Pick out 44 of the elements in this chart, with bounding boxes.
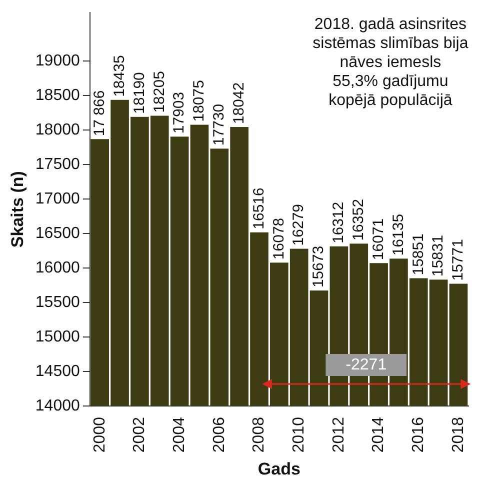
data-label: 17 866 bbox=[90, 90, 108, 136]
x-tick-label: 2002 bbox=[131, 416, 148, 453]
data-label: 16279 bbox=[290, 204, 308, 246]
data-label: 15831 bbox=[430, 234, 447, 277]
data-label: 16071 bbox=[370, 218, 387, 260]
data-label: 15673 bbox=[310, 246, 328, 288]
y-axis-title: Skaits (n) bbox=[8, 171, 27, 248]
x-tick-label: 2004 bbox=[170, 416, 188, 453]
data-label: 18075 bbox=[190, 80, 208, 122]
data-label: 18190 bbox=[130, 72, 148, 114]
data-label: 15851 bbox=[410, 234, 427, 276]
y-tick-label: 16000 bbox=[35, 259, 80, 276]
x-tick-label: 2012 bbox=[330, 416, 348, 453]
y-tick-label: 14500 bbox=[35, 362, 80, 380]
data-label: 18205 bbox=[150, 71, 168, 113]
y-tick-label: 18500 bbox=[35, 86, 80, 104]
annotation: 2018. gadā asinsrites sistēmas slimības bija nāves iemesls 55,3% gadījumu kopējā populācijā bbox=[312, 16, 468, 110]
data-label: 17730 bbox=[210, 104, 228, 146]
x-axis-title: Gads bbox=[258, 459, 300, 478]
y-tick-label: 17000 bbox=[35, 190, 80, 208]
data-label: 16312 bbox=[330, 202, 348, 244]
x-tick-label: 2016 bbox=[410, 416, 428, 453]
data-label: 18435 bbox=[110, 55, 128, 97]
data-label: 16135 bbox=[390, 214, 407, 256]
data-label: 16078 bbox=[270, 218, 288, 260]
data-label: 15771 bbox=[450, 239, 467, 281]
annotation: -2271 bbox=[346, 356, 387, 374]
data-label: 17903 bbox=[170, 92, 188, 134]
y-tick-label: 15000 bbox=[35, 328, 80, 346]
y-tick-label: 17500 bbox=[35, 156, 80, 173]
x-tick-label: 2008 bbox=[250, 416, 268, 453]
data-label: 16516 bbox=[250, 188, 268, 230]
y-tick-label: 18000 bbox=[35, 121, 80, 138]
y-tick-label: 16500 bbox=[35, 224, 80, 242]
data-label: 18042 bbox=[230, 82, 248, 124]
x-tick-label: 2006 bbox=[210, 416, 228, 453]
data-label: 16352 bbox=[350, 198, 368, 241]
x-tick-label: 2014 bbox=[370, 416, 388, 453]
x-tick-label: 2000 bbox=[91, 416, 108, 453]
y-tick-label: 19000 bbox=[35, 52, 80, 70]
x-tick-label: 2018 bbox=[450, 416, 467, 453]
x-tick-label: 2010 bbox=[290, 416, 308, 453]
y-tick-label: 14000 bbox=[35, 397, 80, 414]
y-tick-label: 15500 bbox=[35, 294, 80, 311]
